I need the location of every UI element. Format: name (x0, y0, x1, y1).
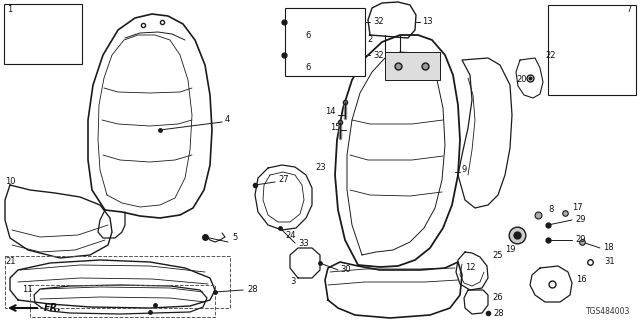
Text: 21: 21 (5, 258, 15, 267)
Bar (5, 256, 230, 308)
Text: 28: 28 (493, 308, 504, 317)
Text: 3: 3 (290, 277, 296, 286)
Text: 1: 1 (7, 5, 12, 14)
Text: 17: 17 (572, 204, 582, 212)
Text: 10: 10 (5, 178, 15, 187)
Text: 9: 9 (462, 165, 467, 174)
Text: FR.: FR. (44, 303, 62, 313)
Text: 6: 6 (305, 31, 310, 41)
Text: 11: 11 (22, 285, 33, 294)
Bar (285, 8, 365, 76)
Text: 23: 23 (315, 164, 326, 172)
Text: 2: 2 (367, 36, 372, 44)
Text: 22: 22 (545, 51, 556, 60)
Text: 25: 25 (492, 251, 502, 260)
Text: 7: 7 (626, 5, 632, 14)
Text: 5: 5 (232, 233, 237, 242)
Text: 14: 14 (325, 108, 335, 116)
Text: TGS484003: TGS484003 (586, 307, 630, 316)
Text: 30: 30 (340, 266, 351, 275)
Text: 8: 8 (548, 205, 554, 214)
Text: 33: 33 (298, 238, 308, 247)
Text: 13: 13 (422, 18, 433, 27)
Text: 12: 12 (465, 263, 476, 273)
Bar (30, 285, 215, 317)
Text: 27: 27 (278, 175, 289, 185)
Text: 15: 15 (330, 124, 340, 132)
Text: 20: 20 (516, 76, 527, 84)
Text: 24: 24 (285, 230, 296, 239)
Text: 26: 26 (492, 293, 502, 302)
Bar (4, 4, 82, 64)
Text: 31: 31 (604, 258, 614, 267)
Text: 19: 19 (505, 245, 515, 254)
Text: 16: 16 (576, 276, 587, 284)
Text: 32: 32 (373, 51, 383, 60)
Text: 29: 29 (575, 236, 586, 244)
Text: 32: 32 (373, 18, 383, 27)
Text: 6: 6 (305, 63, 310, 73)
Bar (385, 52, 440, 80)
Bar (548, 5, 636, 95)
Text: 4: 4 (225, 116, 230, 124)
Text: 18: 18 (603, 244, 614, 252)
Text: 29: 29 (575, 215, 586, 225)
Text: 28: 28 (247, 285, 258, 294)
